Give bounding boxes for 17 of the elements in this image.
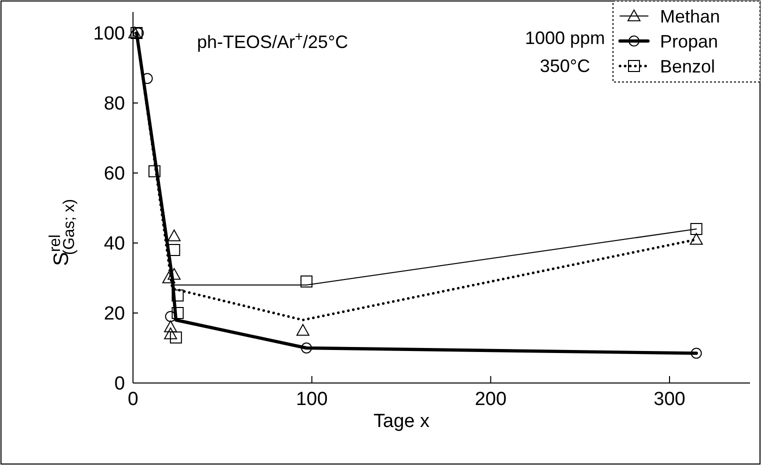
legend-label: Methan <box>660 6 720 26</box>
y-tick-label: 100 <box>93 24 125 45</box>
y-tick-label: 80 <box>104 94 125 115</box>
x-axis-title: Tage x <box>374 411 430 432</box>
x-tick-label: 200 <box>474 389 507 410</box>
legend-label: Benzol <box>660 56 716 76</box>
x-tick-label: 0 <box>128 389 138 410</box>
x-tick-label: 100 <box>296 389 328 410</box>
legend-label: Propan <box>660 31 718 52</box>
y-tick-label: 40 <box>104 234 125 255</box>
annotation: 1000 ppm <box>524 28 606 48</box>
y-tick-label: 0 <box>114 374 125 395</box>
annotation: ph-TEOS/Ar$^{+}$/25°C <box>197 28 348 52</box>
y-tick-label: 20 <box>104 304 125 325</box>
x-tick-label: 300 <box>654 389 686 410</box>
y-tick-label: 60 <box>104 164 125 185</box>
annotation: 350°C <box>540 56 590 76</box>
